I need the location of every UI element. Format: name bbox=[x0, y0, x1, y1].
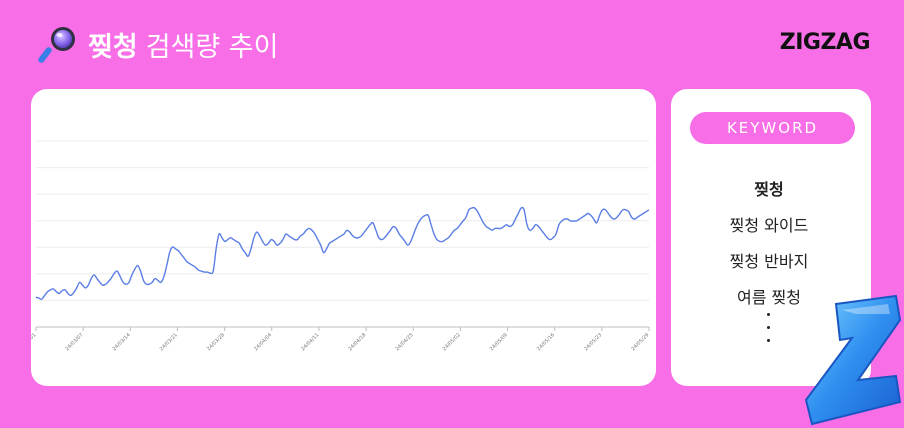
page-header: 찢청 검색량 추이 bbox=[38, 22, 278, 66]
keyword-panel: KEYWORD 찢청 찢청 와이드 찢청 반바지 여름 찢청 bbox=[671, 89, 871, 386]
keyword-item[interactable]: 찢청 와이드 bbox=[729, 216, 809, 235]
more-indicator bbox=[767, 313, 771, 352]
x-tick-label: 24/03/14 bbox=[112, 332, 132, 352]
search-trend-chart: 24/03/01 24/03/07 24/03/14 24/03/21 24/03/28… bbox=[31, 140, 650, 352]
x-tick-label: 24/03/07 bbox=[64, 332, 84, 352]
x-tick-label: 24/03/21 bbox=[159, 332, 179, 352]
chart-card: 24/03/01 24/03/07 24/03/14 24/03/21 24/03/28… bbox=[31, 89, 656, 386]
keyword-item[interactable]: 여름 찢청 bbox=[737, 288, 801, 307]
zigzag-z-icon bbox=[804, 294, 902, 426]
title-keyword: 찢청 bbox=[88, 31, 138, 63]
keyword-item[interactable]: 찢청 반바지 bbox=[729, 252, 809, 271]
keyword-item[interactable]: 찢청 bbox=[754, 180, 784, 199]
x-tick-label: 24/05/02 bbox=[442, 332, 462, 352]
x-tick-label: 24/05/23 bbox=[583, 332, 603, 352]
x-tick-label: 24/04/18 bbox=[347, 332, 367, 352]
brand-logo: ZIGZAG bbox=[779, 30, 871, 55]
x-tick-label: 24/03/28 bbox=[206, 332, 226, 352]
x-tick-label: 24/04/11 bbox=[300, 332, 320, 352]
x-tick-label: 24/05/09 bbox=[489, 332, 509, 352]
x-tick-label: 24/05/16 bbox=[536, 332, 556, 352]
x-tick-label: 24/05/29 bbox=[630, 332, 650, 352]
series-line bbox=[35, 206, 650, 300]
keyword-header: KEYWORD bbox=[690, 112, 855, 144]
keyword-list: 찢청 찢청 와이드 찢청 반바지 여름 찢청 bbox=[671, 177, 867, 321]
title-suffix: 검색량 추이 bbox=[145, 31, 279, 63]
x-tick-label: 24/04/25 bbox=[395, 332, 415, 352]
magnifier-icon bbox=[38, 27, 75, 63]
page-title: 찢청 검색량 추이 bbox=[88, 25, 278, 64]
x-tick-label: 24/03/01 bbox=[31, 332, 37, 352]
x-tick-label: 24/04/04 bbox=[253, 332, 273, 352]
